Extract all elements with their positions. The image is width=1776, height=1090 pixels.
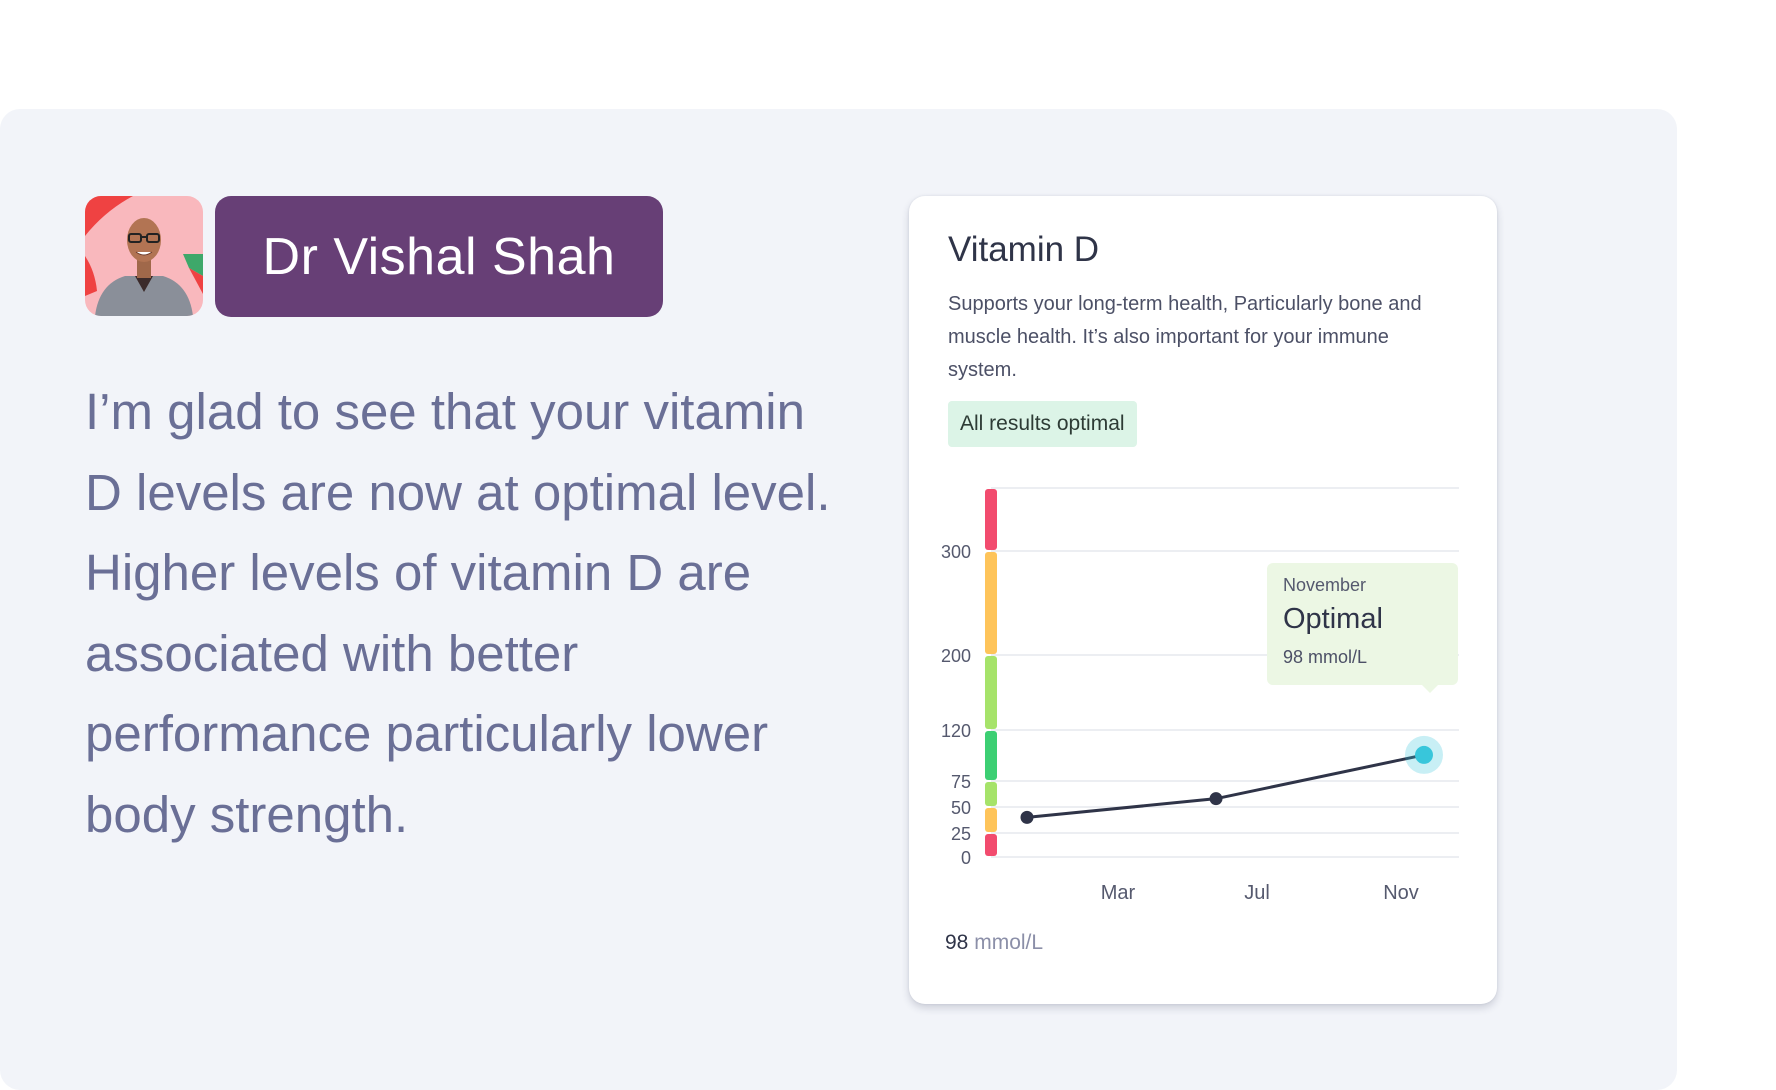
- y-tick-label-300: 300: [941, 542, 971, 562]
- doctor-name: Dr Vishal Shah: [215, 196, 663, 317]
- data-point-jan: [1020, 810, 1034, 824]
- x-tick-label-nov: Nov: [1383, 882, 1419, 904]
- range-band-4: [985, 656, 997, 729]
- x-tick-label-mar: Mar: [1101, 882, 1136, 904]
- tooltip-reading: 98 mmol/L: [1283, 647, 1367, 668]
- y-tick-label-0: 0: [961, 848, 971, 868]
- doctor-avatar: [85, 196, 203, 316]
- tooltip-value: 98: [1283, 647, 1304, 667]
- status-badge: All results optimal: [948, 401, 1137, 447]
- range-band-3: [985, 731, 997, 780]
- range-band-1: [985, 808, 997, 832]
- card-title: Vitamin D: [948, 230, 1100, 269]
- range-band-2: [985, 782, 997, 806]
- tooltip-unit: mmol/L: [1308, 647, 1368, 667]
- range-band-0: [985, 834, 997, 856]
- card-description: Supports your long-term health, Particul…: [948, 293, 1422, 381]
- data-point-jun: [1209, 792, 1223, 806]
- footer-unit: mmol/L: [974, 931, 1044, 954]
- y-tick-label-75: 75: [951, 772, 971, 792]
- series-line: [1026, 753, 1425, 819]
- tooltip-status: Optimal: [1283, 603, 1383, 635]
- x-tick-label-jul: Jul: [1244, 882, 1270, 904]
- tooltip-month: November: [1283, 575, 1367, 595]
- y-tick-label-50: 50: [951, 798, 971, 818]
- vitamin-d-card: Vitamin D Supports your long-term health…: [909, 196, 1497, 1004]
- y-tick-label-25: 25: [951, 824, 971, 844]
- range-band-6: [985, 489, 997, 550]
- reading-footer: 98 mmol/L: [945, 931, 1043, 955]
- footer-value: 98: [945, 931, 969, 954]
- range-band-5: [985, 552, 997, 654]
- reading-tooltip: November Optimal 98 mmol/L: [1267, 563, 1458, 693]
- y-tick-label-120: 120: [941, 721, 971, 741]
- data-point-nov: [1415, 745, 1433, 764]
- doctor-quote: I’m glad to see that your vitamin D leve…: [85, 383, 831, 843]
- y-tick-label-200: 200: [941, 646, 971, 666]
